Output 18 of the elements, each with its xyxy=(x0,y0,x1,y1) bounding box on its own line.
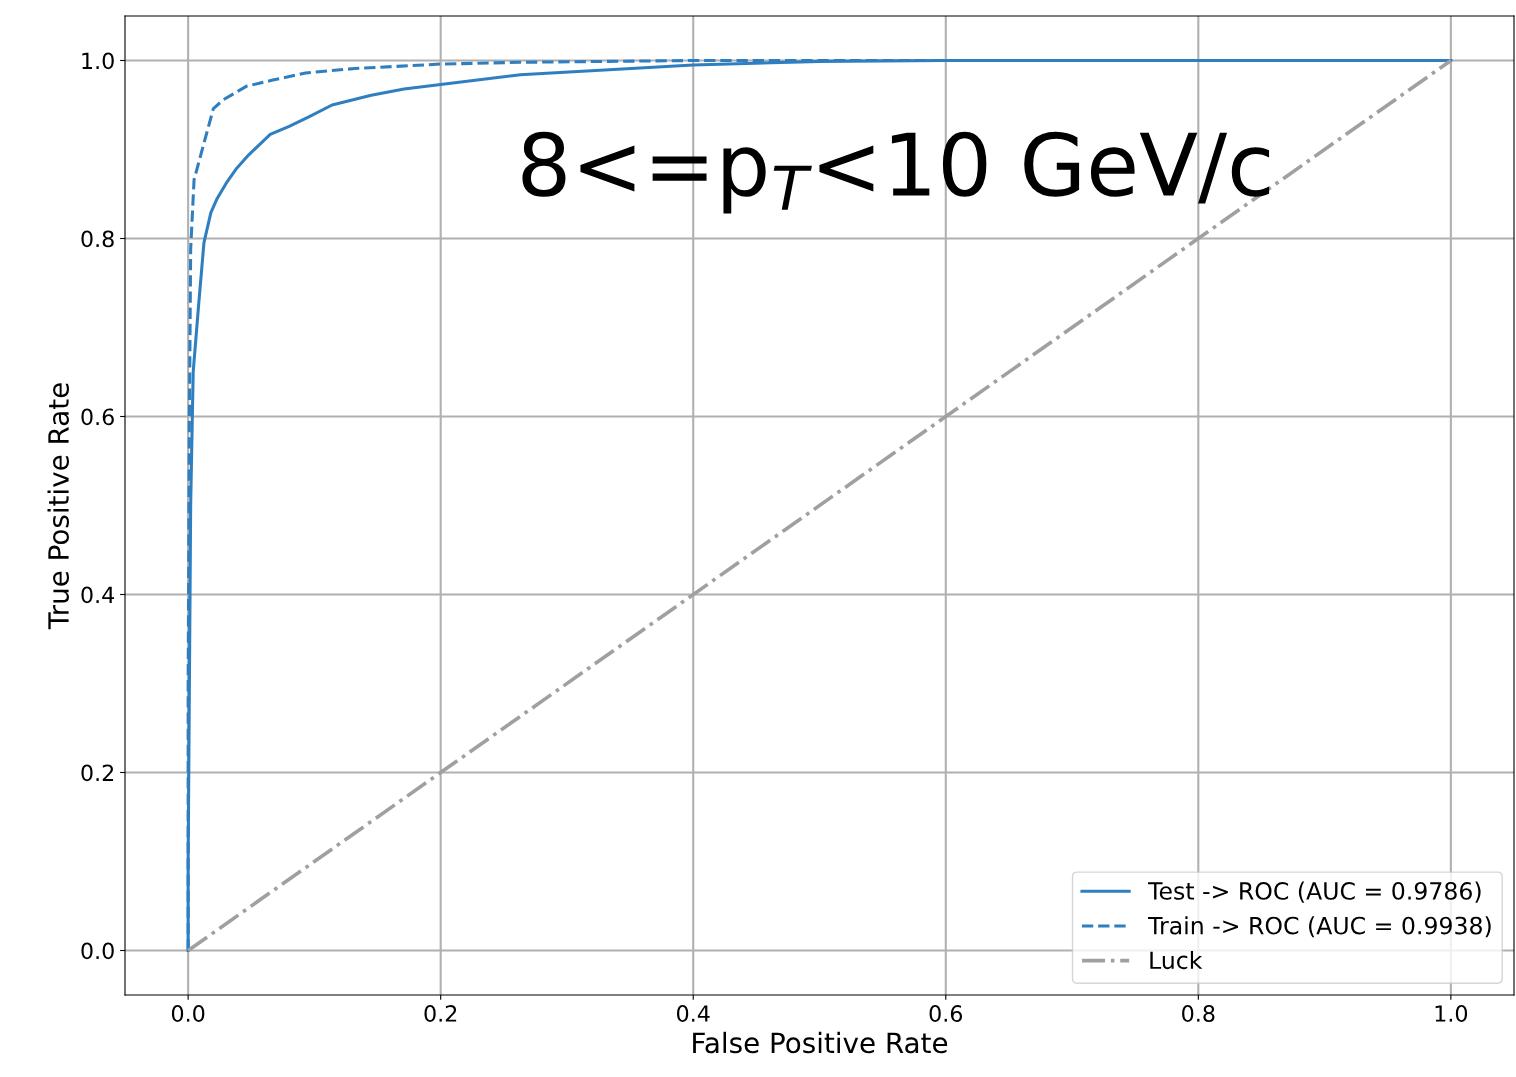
legend-label: Luck xyxy=(1150,950,1203,970)
x-tick-label: 0.4 xyxy=(677,1005,710,1022)
y-tick-label: 0.6 xyxy=(81,408,114,426)
annotation: 8<=p$_{T}$<10 GeV/c xyxy=(522,131,1270,214)
x-axis-title: False Positive Rate xyxy=(693,1031,948,1054)
y-axis-title: True Positive Rate xyxy=(47,383,69,630)
x-tick-label: 1.0 xyxy=(1435,1005,1468,1022)
y-tick-label: 0.0 xyxy=(81,942,114,960)
x-tick-label: 0.6 xyxy=(929,1005,963,1022)
y-tick-label: 0.2 xyxy=(81,764,114,782)
x-tick-label: 0.0 xyxy=(171,1005,205,1022)
x-tick-label: 0.2 xyxy=(424,1005,457,1022)
y-tick-label: 0.4 xyxy=(81,586,115,604)
x-tick-label: 0.8 xyxy=(1182,1005,1215,1022)
y-tick-label: 0.8 xyxy=(81,230,114,248)
legend-label: Test -> ROC (AUC = 0.9786) xyxy=(1147,881,1481,903)
legend-label: Train -> ROC (AUC = 0.9938) xyxy=(1147,916,1491,938)
y-tick-label: 1.0 xyxy=(82,52,114,70)
